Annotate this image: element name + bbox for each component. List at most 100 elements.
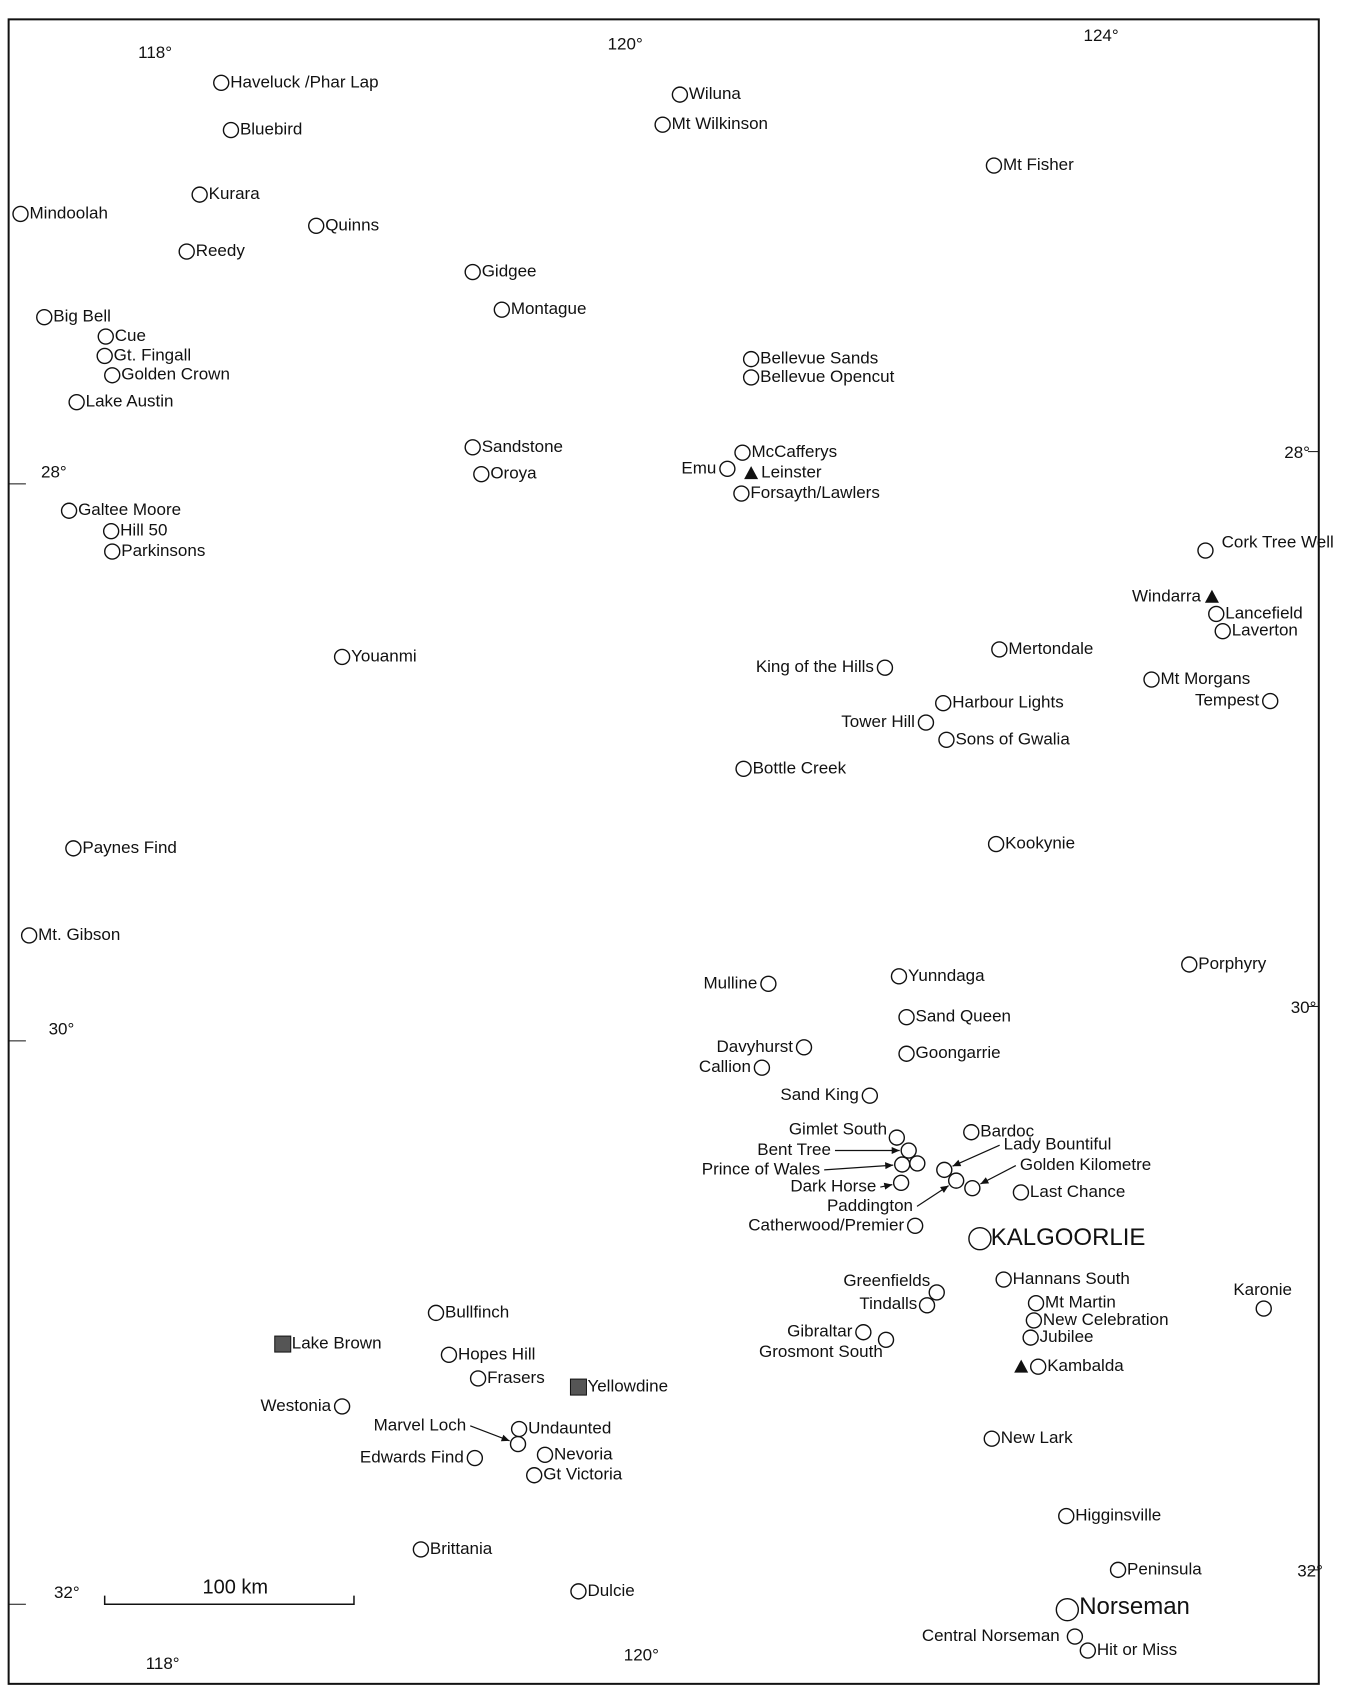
- place-label: Tindalls: [859, 1294, 917, 1313]
- place-label: Brittania: [430, 1539, 493, 1558]
- place-label: Oroya: [490, 464, 537, 483]
- place-label: Montague: [511, 299, 587, 318]
- site-marker: [654, 116, 671, 133]
- site-marker: [898, 1045, 915, 1062]
- place-label: Yunndaga: [908, 966, 985, 985]
- place-label: Mt Morgans: [1161, 669, 1251, 688]
- leader-arrow: [952, 1159, 962, 1167]
- leader-arrow: [883, 1182, 893, 1190]
- site-marker: [753, 1059, 771, 1076]
- site-marker: [68, 393, 85, 411]
- place-label: Leinster: [761, 463, 822, 482]
- site-marker: [719, 460, 736, 478]
- graticule-label: 120°: [624, 1645, 659, 1664]
- site-marker: [890, 968, 908, 985]
- site-marker: [877, 1331, 895, 1348]
- place-label: Gt Victoria: [543, 1465, 623, 1484]
- place-label: Harbour Lights: [952, 693, 1064, 712]
- graticule-label: 28°: [1284, 443, 1310, 462]
- site-marker: [464, 439, 481, 456]
- graticule-label: 118°: [146, 1654, 180, 1673]
- graticule-label: 32°: [54, 1583, 80, 1602]
- place-label: Edwards Find: [360, 1448, 464, 1467]
- site-marker: [987, 835, 1005, 853]
- site-marker: [213, 74, 230, 91]
- place-label: Lake Brown: [292, 1334, 382, 1353]
- place-label: Kambalda: [1047, 1356, 1124, 1375]
- site-marker: [888, 1129, 906, 1146]
- leader-line: [824, 1164, 894, 1171]
- place-label: Hill 50: [120, 521, 167, 540]
- place-label: Bluebird: [240, 120, 302, 139]
- site-marker: [760, 975, 777, 993]
- leader-arrow: [891, 1147, 900, 1155]
- place-label: Bardoc: [980, 1122, 1034, 1141]
- place-label: Callion: [699, 1057, 751, 1076]
- site-marker: [536, 1446, 554, 1464]
- site-marker: [104, 543, 121, 560]
- place-label: Bent Tree: [757, 1140, 831, 1159]
- site-marker: [1262, 692, 1279, 710]
- place-label: Cue: [115, 326, 146, 345]
- place-label: Jubilee: [1040, 1327, 1094, 1346]
- graticule-label: 124°: [1084, 26, 1119, 45]
- place-label: Karonie: [1233, 1280, 1292, 1299]
- place-label: Kurara: [209, 184, 261, 203]
- place-label: Quinns: [325, 215, 379, 234]
- site-marker: [898, 1008, 915, 1026]
- site-marker: [1143, 671, 1160, 688]
- graticule-label: 118°: [138, 43, 172, 62]
- place-label: Reedy: [196, 241, 246, 260]
- site-marker: [900, 1142, 917, 1159]
- place-label: Kookynie: [1005, 834, 1075, 853]
- place-label: Hit or Miss: [1097, 1640, 1177, 1659]
- site-marker: [440, 1346, 458, 1364]
- site-marker: [1058, 1507, 1075, 1525]
- scale-bar: [103, 1595, 355, 1606]
- site-marker: [1255, 1300, 1272, 1317]
- place-label: King of the Hills: [756, 657, 874, 676]
- site-marker: [1055, 1597, 1080, 1622]
- place-label: Bellevue Sands: [760, 349, 878, 368]
- site-marker: [1022, 1329, 1039, 1346]
- site-marker: [191, 186, 208, 203]
- site-marker: [412, 1541, 430, 1558]
- site-marker: [963, 1124, 980, 1141]
- mine-triangle: [1014, 1359, 1029, 1373]
- place-label: Porphyry: [1198, 954, 1267, 973]
- site-marker: [464, 263, 481, 281]
- site-marker: [1214, 622, 1231, 640]
- place-label: Davyhurst: [716, 1037, 793, 1056]
- place-label: Nevoria: [554, 1444, 613, 1463]
- place-label: Youanmi: [351, 646, 417, 665]
- place-label: Bellevue Opencut: [760, 367, 894, 386]
- leader-arrow: [940, 1185, 949, 1193]
- place-label: Mulline: [704, 973, 758, 992]
- site-marker: [20, 927, 38, 944]
- place-label: New Lark: [1001, 1428, 1073, 1447]
- site-marker: [917, 714, 935, 731]
- place-label: Gimlet South: [789, 1120, 887, 1139]
- place-label: Forsayth/Lawlers: [750, 483, 879, 502]
- site-marker: [1197, 542, 1214, 559]
- graticule-label: 30°: [49, 1020, 75, 1039]
- site-marker: [995, 1271, 1012, 1288]
- site-marker: [935, 695, 952, 712]
- place-label: Mt Fisher: [1003, 155, 1074, 174]
- place-label: Paddington: [827, 1196, 913, 1215]
- site-marker: [1208, 605, 1225, 623]
- place-label: Mt Martin: [1045, 1293, 1116, 1312]
- place-label: Last Chance: [1030, 1182, 1125, 1201]
- site-marker: [1066, 1628, 1084, 1645]
- graticule-label: 120°: [608, 35, 643, 54]
- site-marker: [178, 243, 195, 260]
- site-marker: [104, 367, 121, 384]
- place-label: Golden Crown: [121, 365, 230, 384]
- place-label: KALGOORLIE: [991, 1224, 1146, 1251]
- place-label: Prince of Wales: [702, 1159, 820, 1178]
- place-label: Lady Bountiful: [1004, 1135, 1112, 1154]
- site-marker: [333, 648, 351, 666]
- place-label: Gt. Fingall: [114, 345, 191, 364]
- site-marker: [968, 1226, 992, 1251]
- site-marker: [1025, 1312, 1043, 1329]
